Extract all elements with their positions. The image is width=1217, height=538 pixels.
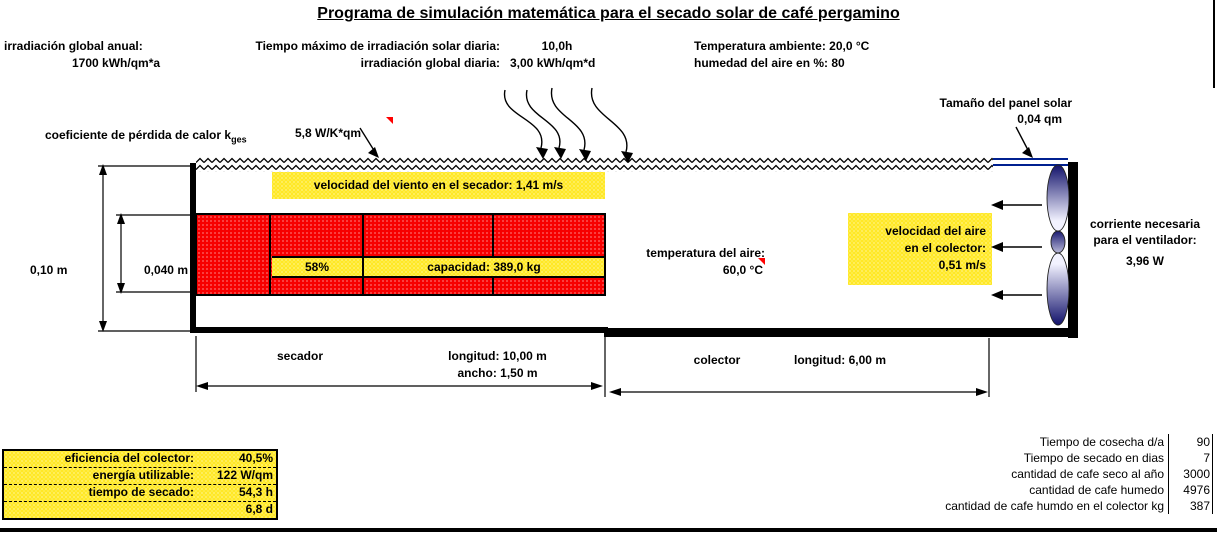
bed-height-dimension [116, 213, 193, 294]
annual-irradiation-label: irradiación global anual: [4, 39, 143, 53]
table-row: tiempo de secado: 54,3 h [4, 485, 276, 502]
band-divider [362, 258, 364, 276]
list-item: cantidad de cafe humdo en el colector kg… [800, 498, 1213, 514]
list-item: cantidad de cafe humedo 4976 [800, 482, 1213, 498]
stat-value[interactable]: 3000 [1168, 466, 1213, 482]
stat-label: cantidad de cafe seco al año [1011, 467, 1164, 481]
collector-air-speed-input[interactable]: velocidad del aire en el colector: 0,51 … [848, 213, 992, 285]
hatched-cover [196, 157, 993, 172]
list-item: Tiempo de cosecha d/a 90 [800, 434, 1213, 450]
fan-current-line2: para el ventilador: [1093, 233, 1197, 247]
collector-section-label: colector [693, 353, 741, 367]
result-value[interactable]: 122 W/qm [216, 468, 273, 482]
table-row: 6,8 d [4, 502, 276, 518]
collector-floor [604, 328, 1078, 337]
stat-value[interactable]: 387 [1168, 498, 1213, 514]
stat-label: cantidad de cafe humdo en el colector kg [945, 499, 1164, 513]
dryer-length: longitud: 10,00 m [448, 349, 547, 363]
air-speed-line3: 0,51 m/s [938, 258, 986, 272]
result-label: energía utilizable: [92, 468, 194, 482]
list-item: cantidad de cafe seco al año 3000 [800, 466, 1213, 482]
stat-label: Tiempo de cosecha d/a [1039, 435, 1164, 449]
max-daily-irradiation-label: Tiempo máximo de irradiación solar diari… [255, 39, 500, 53]
solar-panel-size: 0,04 qm [1017, 112, 1062, 126]
air-speed-line1: velocidad del aire [885, 224, 986, 238]
result-label [4, 502, 194, 518]
sheet-bottom-border [0, 528, 1217, 532]
dryer-width: ancho: 1,50 m [457, 366, 538, 380]
result-value[interactable]: 6,8 d [245, 502, 273, 516]
air-speed-line2: en el colector: [904, 241, 986, 255]
heat-loss-arrow-icon [359, 127, 379, 158]
stats-list: Tiempo de cosecha d/a 90 Tiempo de secad… [800, 434, 1213, 514]
collector-length-dimension [609, 338, 990, 397]
bed-divider-1 [269, 215, 271, 294]
max-daily-irradiation-value: 10,0h [541, 39, 573, 53]
heat-loss-value: 5,8 W/K*qm [295, 126, 362, 140]
page-title: Programa de simulación matemática para e… [317, 5, 900, 22]
air-flow-arrows-icon [991, 200, 1042, 300]
moisture-pct[interactable]: 58% [304, 260, 330, 274]
panel-arrow-icon [1015, 126, 1033, 158]
sheet-right-border [1213, 0, 1215, 88]
comment-marker-icon [386, 117, 393, 124]
table-row: eficiencia del colector: 40,5% [4, 451, 276, 468]
daily-irradiation-label: irradiación global diaria: [360, 56, 500, 70]
bed-info-band [272, 256, 604, 278]
ambient-temperature: Temperatura ambiente: 20,0 °C [694, 39, 870, 53]
daily-irradiation-value: 3,00 kWh/qm*d [510, 56, 596, 70]
bed-height-label: 0,040 m [143, 263, 188, 277]
outer-height-label: 0,10 m [30, 263, 68, 277]
outer-height-dimension [98, 164, 190, 332]
air-temp-value: 60,0 °C [722, 263, 763, 277]
results-table: eficiencia del colector: 40,5% energía u… [2, 449, 278, 520]
comment-marker-icon [758, 258, 765, 265]
dryer-floor [190, 327, 608, 333]
air-humidity: humedad del aire en %: 80 [694, 56, 845, 70]
bed-divider-2 [362, 215, 364, 294]
solar-panel-strip [993, 158, 1068, 166]
collector-length: longitud: 6,00 m [793, 353, 886, 367]
fan-current-value: 3,96 W [1125, 254, 1164, 268]
sun-rays-icon [503, 87, 633, 163]
stat-label: cantidad de cafe humedo [1029, 483, 1164, 497]
result-value[interactable]: 40,5% [238, 451, 273, 465]
wind-speed-input[interactable]: velocidad del viento en el secador: 1,41… [272, 172, 605, 199]
result-label: tiempo de secado: [88, 485, 194, 499]
heat-loss-label: coeficiente de pérdida de calor kges [45, 128, 247, 145]
right-wall [1068, 162, 1078, 338]
capacity-value[interactable]: capacidad: 389,0 kg [427, 260, 541, 274]
list-item: Tiempo de secado en dias 7 [800, 450, 1213, 466]
fan-current-line1: corriente necesaria [1089, 217, 1201, 231]
coffee-bed [195, 213, 606, 296]
stat-value[interactable]: 7 [1168, 450, 1213, 466]
stat-label: Tiempo de secado en dias [1023, 451, 1164, 465]
result-label: eficiencia del colector: [64, 451, 194, 465]
bed-divider-3 [492, 215, 494, 294]
stat-value[interactable]: 4976 [1168, 482, 1213, 498]
result-value[interactable]: 54,3 h [238, 485, 273, 499]
dryer-section-label: secador [276, 349, 324, 363]
solar-panel-label: Tamaño del panel solar [939, 96, 1072, 110]
air-temp-label: temperatura del aire: [646, 246, 765, 260]
left-wall [190, 163, 196, 333]
stat-value[interactable]: 90 [1168, 434, 1213, 450]
table-row: energía utilizable: 122 W/qm [4, 468, 276, 485]
annual-irradiation-value: 1700 kWh/qm*a [72, 56, 161, 70]
